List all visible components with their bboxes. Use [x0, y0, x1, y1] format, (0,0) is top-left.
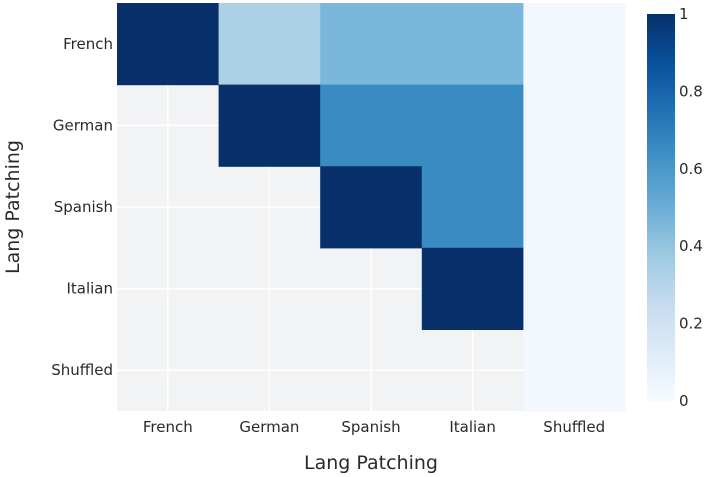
y-tick-label: German — [53, 116, 113, 134]
heatmap-cell — [421, 3, 524, 86]
heatmap-cell — [320, 166, 423, 249]
heatmap-cell — [523, 329, 626, 412]
colorbar-tick-label: 0 — [679, 392, 689, 410]
colorbar-tick-label: 0.2 — [679, 315, 703, 333]
heatmap-cell — [421, 84, 524, 167]
heatmap-cell — [218, 84, 321, 167]
colorbar-tick-label: 0.4 — [679, 237, 703, 255]
y-tick-labels: French German Spanish Italian Shuffled — [51, 35, 113, 379]
colorbar-tick-label: 0.8 — [679, 82, 703, 100]
heatmap-cell — [320, 84, 423, 167]
x-tick-label: Shuffled — [543, 418, 605, 436]
colorbar-tick-label: 1 — [679, 5, 689, 23]
x-tick-labels: French German Spanish Italian Shuffled — [143, 418, 605, 436]
colorbar-tick-label: 0.6 — [679, 160, 703, 178]
heatmap-cell — [523, 247, 626, 330]
x-tick-label: Spanish — [341, 418, 400, 436]
heatmap-cells — [117, 3, 626, 412]
y-axis-title: Lang Patching — [2, 140, 24, 274]
colorbar-tick-labels: 0 0.2 0.4 0.6 0.8 1 — [679, 5, 703, 410]
y-tick-label: Spanish — [54, 198, 113, 216]
colorbar — [647, 14, 675, 401]
heatmap-cell — [320, 3, 423, 86]
heatmap-cell — [523, 3, 626, 86]
x-axis-title: Lang Patching — [304, 452, 438, 474]
y-tick-label: French — [63, 35, 113, 53]
heatmap-cell — [523, 166, 626, 249]
heatmap-cell — [117, 3, 220, 86]
heatmap-cell — [421, 247, 524, 330]
heatmap-cell — [523, 84, 626, 167]
y-tick-label: Shuffled — [51, 361, 113, 379]
x-tick-label: German — [239, 418, 299, 436]
y-tick-label: Italian — [66, 280, 113, 298]
x-tick-label: Italian — [449, 418, 496, 436]
heatmap-cell — [421, 166, 524, 249]
heatmap-cell — [218, 3, 321, 86]
x-tick-label: French — [143, 418, 193, 436]
